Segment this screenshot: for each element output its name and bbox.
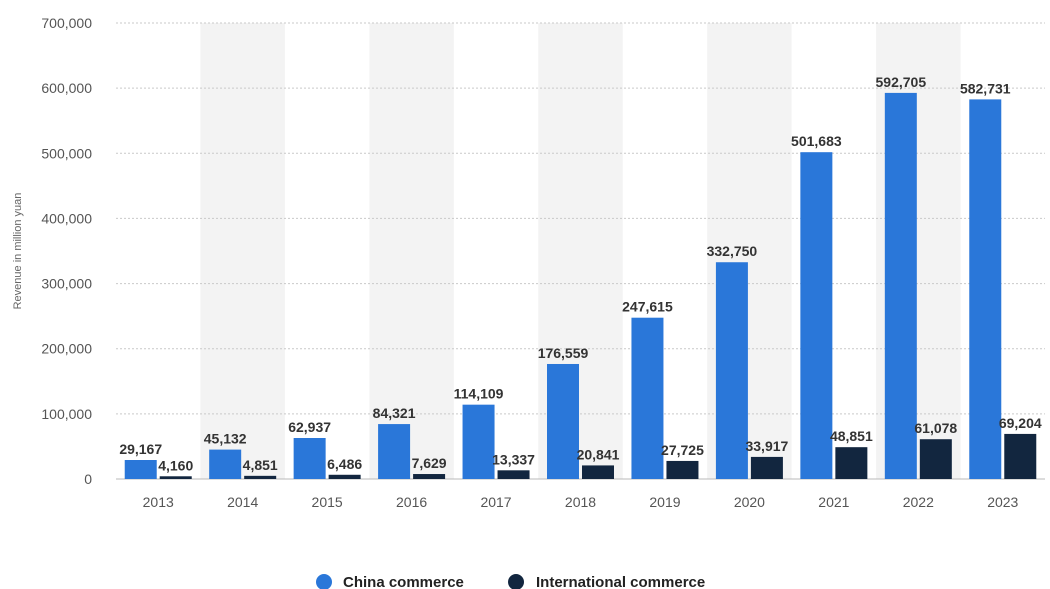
x-tick-label-2015: 2015 [312, 494, 343, 510]
x-tick-label-2022: 2022 [903, 494, 934, 510]
data-label-international-commerce-2015: 6,486 [327, 456, 362, 472]
legend-swatch-china-commerce [316, 574, 332, 589]
bar-china-commerce-2015[interactable] [293, 438, 326, 479]
x-tick-label-2017: 2017 [480, 494, 511, 510]
y-tick-label: 100,000 [41, 406, 92, 422]
bar-china-commerce-2017[interactable] [462, 404, 495, 479]
data-label-china-commerce-2017: 114,109 [454, 386, 504, 402]
data-label-china-commerce-2016: 84,321 [373, 405, 416, 421]
data-label-china-commerce-2020: 332,750 [707, 243, 758, 259]
y-axis-tick-labels: 0 100,000 200,000 300,000 400,000 500,000 600,… [41, 15, 92, 487]
data-label-international-commerce-2013: 4,160 [158, 457, 193, 473]
data-label-china-commerce-2022: 592,705 [876, 74, 927, 90]
data-label-china-commerce-2013: 29,167 [119, 441, 162, 457]
x-axis-tick-labels: 2013 2014 2015 2016 2017 2018 2019 2020 2021 2022… [143, 494, 1019, 510]
y-tick-label: 600,000 [41, 80, 92, 96]
bar-international-commerce-2017[interactable] [497, 470, 530, 479]
bar-international-commerce-2021[interactable] [835, 447, 868, 479]
data-label-international-commerce-2019: 27,725 [661, 442, 704, 458]
legend-label-international-commerce: International commerce [536, 574, 705, 589]
data-label-china-commerce-2021: 501,683 [791, 133, 842, 149]
legend-swatch-international-commerce [508, 574, 524, 589]
bar-international-commerce-2019[interactable] [666, 460, 699, 479]
column-band-2016 [369, 23, 454, 479]
data-label-china-commerce-2018: 176,559 [538, 345, 589, 361]
bar-series [124, 92, 1037, 480]
data-label-china-commerce-2023: 582,731 [960, 80, 1011, 96]
bar-china-commerce-2021[interactable] [800, 152, 833, 479]
bar-china-commerce-2022[interactable] [884, 92, 917, 480]
bar-international-commerce-2013[interactable] [159, 476, 192, 479]
bar-international-commerce-2020[interactable] [750, 456, 783, 479]
bar-china-commerce-2020[interactable] [715, 262, 748, 479]
legend-item-international-commerce[interactable]: International commerce [508, 574, 705, 589]
data-label-international-commerce-2014: 4,851 [243, 457, 278, 473]
y-tick-label: 700,000 [41, 15, 92, 31]
x-tick-label-2019: 2019 [649, 494, 680, 510]
x-tick-label-2023: 2023 [987, 494, 1018, 510]
bar-international-commerce-2018[interactable] [582, 465, 614, 479]
bar-china-commerce-2018[interactable] [547, 363, 579, 479]
bar-china-commerce-2019[interactable] [631, 317, 664, 479]
data-label-china-commerce-2014: 45,132 [204, 431, 247, 447]
y-tick-label: 0 [84, 471, 92, 487]
x-tick-label-2014: 2014 [227, 494, 258, 510]
x-tick-label-2020: 2020 [734, 494, 765, 510]
y-tick-label: 500,000 [41, 145, 92, 161]
data-label-international-commerce-2020: 33,917 [745, 438, 788, 454]
alternating-column-bands [200, 23, 961, 479]
y-tick-label: 200,000 [41, 341, 92, 357]
x-tick-label-2013: 2013 [143, 494, 174, 510]
bar-international-commerce-2016[interactable] [413, 474, 446, 479]
bar-international-commerce-2014[interactable] [244, 475, 277, 479]
legend-label-china-commerce: China commerce [343, 574, 464, 589]
x-tick-label-2016: 2016 [396, 494, 427, 510]
bar-international-commerce-2022[interactable] [919, 439, 952, 479]
bar-china-commerce-2023[interactable] [969, 99, 1002, 479]
bar-international-commerce-2015[interactable] [328, 474, 361, 479]
data-label-international-commerce-2022: 61,078 [914, 420, 957, 436]
bar-international-commerce-2023[interactable] [1004, 433, 1037, 479]
x-tick-label-2018: 2018 [565, 494, 596, 510]
y-axis-title: Revenue in million yuan [12, 193, 24, 310]
data-label-international-commerce-2023: 69,204 [999, 415, 1042, 431]
data-label-international-commerce-2017: 13,337 [492, 451, 535, 467]
bar-china-commerce-2013[interactable] [124, 459, 157, 479]
data-label-international-commerce-2018: 20,841 [577, 446, 620, 462]
y-tick-label: 300,000 [41, 276, 92, 292]
bar-china-commerce-2016[interactable] [378, 424, 411, 479]
data-label-china-commerce-2019: 247,615 [622, 299, 673, 315]
column-band-2014 [200, 23, 285, 479]
data-label-international-commerce-2016: 7,629 [412, 455, 447, 471]
y-tick-label: 400,000 [41, 210, 92, 226]
data-label-china-commerce-2015: 62,937 [288, 419, 331, 435]
bar-china-commerce-2014[interactable] [209, 449, 242, 479]
legend: China commerce International commerce [316, 574, 705, 589]
x-tick-label-2021: 2021 [818, 494, 849, 510]
data-label-international-commerce-2021: 48,851 [830, 428, 873, 444]
legend-item-china-commerce[interactable]: China commerce [316, 574, 464, 589]
